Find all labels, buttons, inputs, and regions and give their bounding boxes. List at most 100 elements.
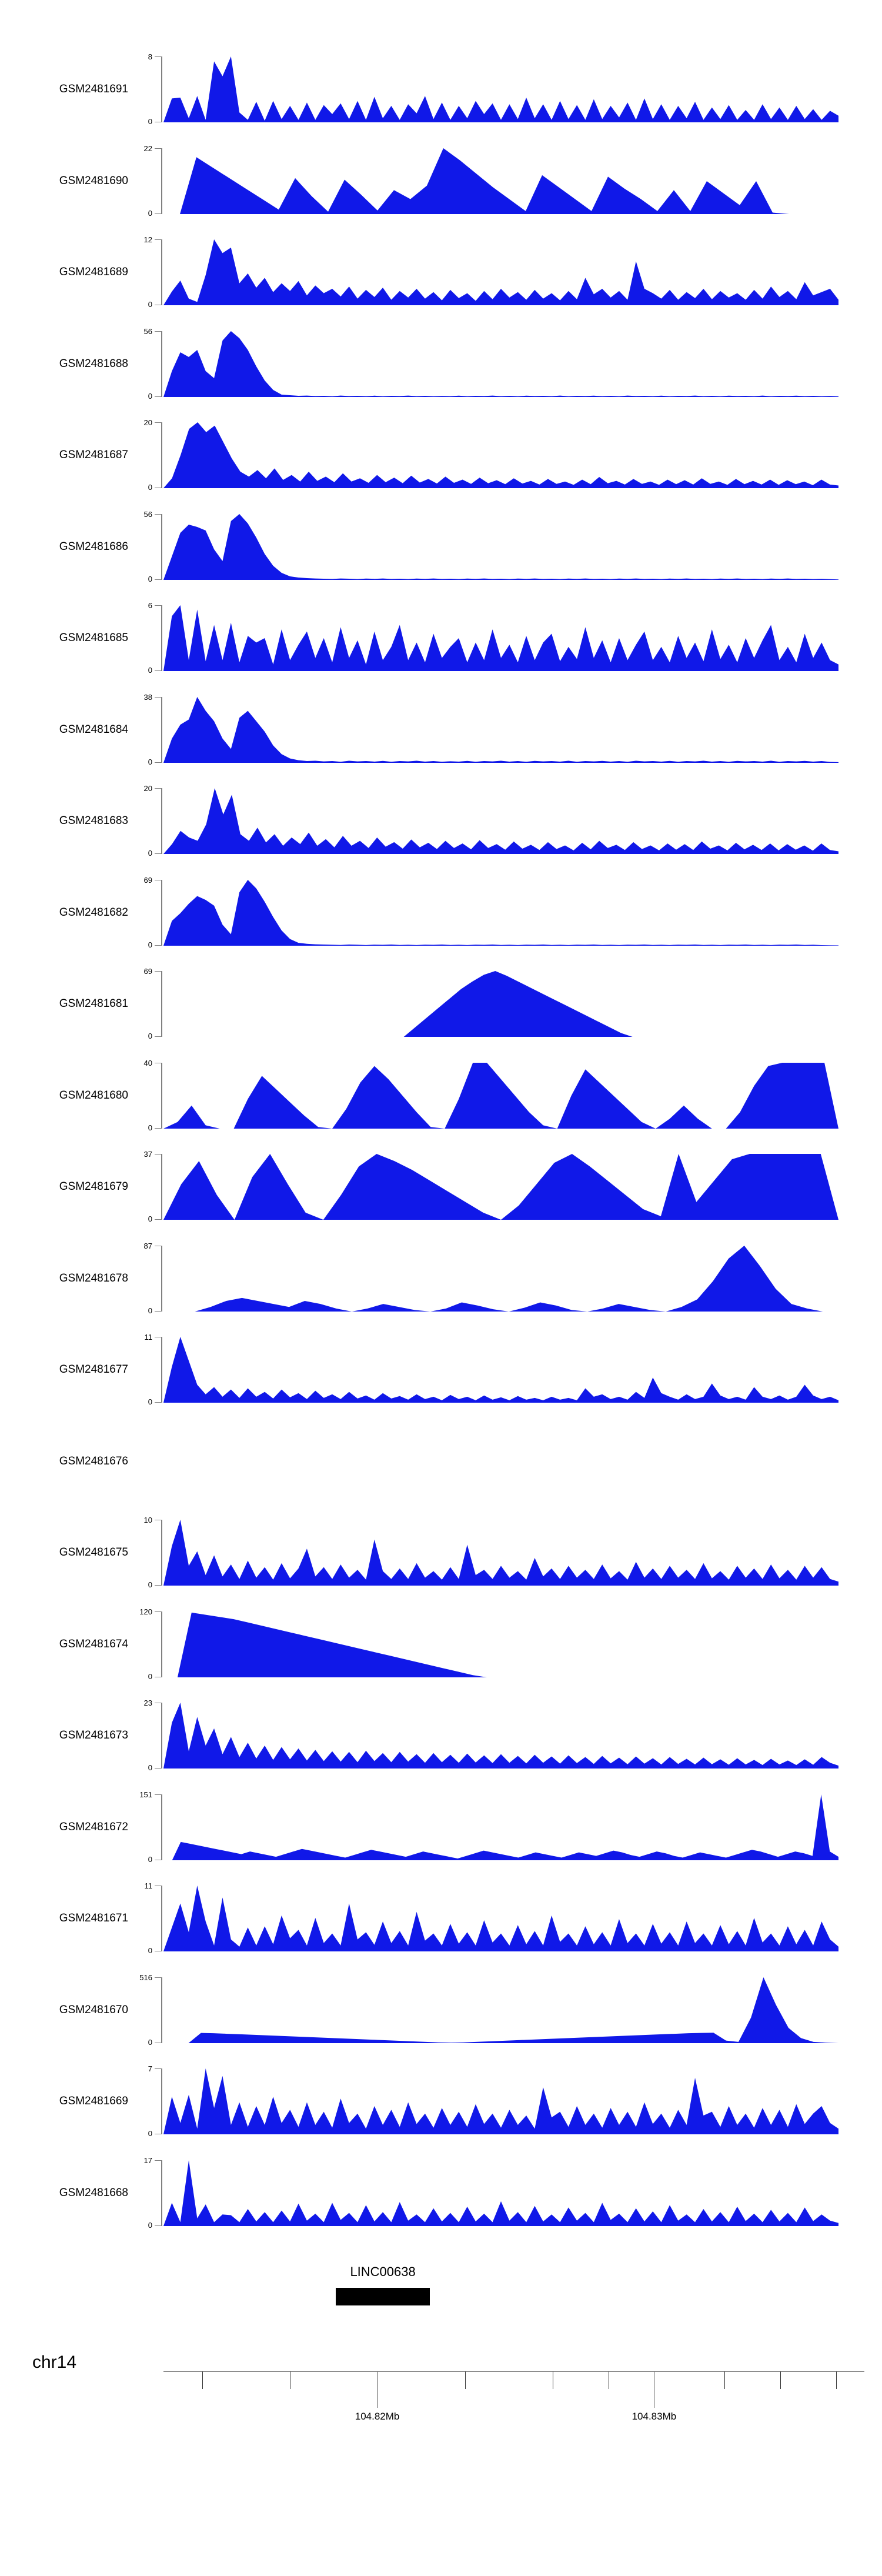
track-y-max-label: 20 <box>143 418 152 427</box>
track-y-min-tick <box>155 1219 161 1220</box>
coverage-track: GSM2481672 151 0 <box>0 1791 882 1864</box>
track-y-max-label: 8 <box>148 52 152 61</box>
track-y-max-label: 10 <box>143 1516 152 1524</box>
track-y-axis-line <box>161 56 162 122</box>
track-y-min-tick <box>155 1768 161 1769</box>
track-sample-label: GSM2481683 <box>59 815 128 827</box>
track-y-axis-line <box>161 148 162 214</box>
coverage-area-plot <box>163 1154 838 1220</box>
track-y-min-tick <box>155 2225 161 2226</box>
track-y-min-label: 0 <box>148 1032 152 1040</box>
track-y-axis-line <box>161 1245 162 1312</box>
track-y-min-tick <box>155 670 161 671</box>
chromosome-name-label: chr14 <box>32 2353 77 2372</box>
track-sample-label: GSM2481687 <box>59 449 128 461</box>
track-sample-label: GSM2481680 <box>59 1089 128 1102</box>
coverage-area-plot <box>163 1611 838 1677</box>
coverage-track: GSM2481675 10 0 <box>0 1516 882 1589</box>
track-y-min-tick <box>155 396 161 397</box>
track-sample-label: GSM2481691 <box>59 83 128 95</box>
coverage-track: GSM2481685 6 0 <box>0 601 882 675</box>
track-y-axis-line <box>161 1794 162 1860</box>
coverage-area-plot <box>163 1703 838 1769</box>
coverage-area-plot <box>163 879 838 946</box>
coverage-area-plot <box>163 1245 838 1312</box>
track-y-max-tick <box>155 422 161 423</box>
track-y-max-label: 56 <box>143 326 152 336</box>
track-y-max-tick <box>155 56 161 57</box>
track-sample-label: GSM2481682 <box>59 906 128 919</box>
genome-axis-minor-tick <box>465 2371 466 2389</box>
track-y-min-label: 0 <box>148 300 152 309</box>
track-y-min-label: 0 <box>148 666 152 675</box>
track-y-max-label: 6 <box>148 601 152 610</box>
track-sample-label: GSM2481685 <box>59 632 128 644</box>
track-y-min-tick <box>155 762 161 763</box>
track-sample-label: GSM2481668 <box>59 2186 128 2199</box>
coverage-track: GSM2481689 12 0 <box>0 236 882 309</box>
track-y-axis-line <box>161 1703 162 1769</box>
coverage-track: GSM2481678 87 0 <box>0 1242 882 1314</box>
track-y-axis-line <box>161 1886 162 1951</box>
track-y-min-label: 0 <box>148 208 152 218</box>
track-sample-label: GSM2481690 <box>59 174 128 187</box>
track-y-axis-line <box>161 1337 162 1403</box>
track-y-min-label: 0 <box>148 1854 152 1864</box>
track-sample-label: GSM2481677 <box>59 1363 128 1376</box>
track-y-min-label: 0 <box>148 1580 152 1589</box>
track-y-max-label: 69 <box>143 967 152 976</box>
track-y-min-label: 0 <box>148 1397 152 1406</box>
coverage-area-plot <box>163 1520 838 1586</box>
track-sample-label: GSM2481679 <box>59 1180 128 1193</box>
track-y-axis-line <box>161 879 162 946</box>
genome-axis-tick-label: 104.83Mb <box>632 2411 677 2422</box>
track-y-axis-line <box>161 788 162 854</box>
track-y-min-tick <box>155 213 161 214</box>
track-y-min-label: 0 <box>148 940 152 949</box>
track-y-max-tick <box>155 696 161 698</box>
track-y-max-tick <box>155 1977 161 1978</box>
track-y-max-label: 20 <box>143 784 152 793</box>
track-y-axis-line <box>161 513 162 580</box>
track-sample-label: GSM2481681 <box>59 997 128 1010</box>
track-y-max-label: 11 <box>144 1333 153 1342</box>
coverage-track: GSM2481673 23 0 <box>0 1699 882 1772</box>
track-y-min-label: 0 <box>148 2129 152 2138</box>
gene-body-box[interactable] <box>335 2288 430 2305</box>
coverage-area-plot <box>163 1977 838 2043</box>
track-y-min-label: 0 <box>148 1671 152 1681</box>
track-y-min-tick <box>155 853 161 854</box>
coverage-area-plot <box>163 1886 838 1951</box>
coverage-area-plot <box>163 1794 838 1860</box>
track-y-max-label: 38 <box>143 692 152 702</box>
track-y-min-label: 0 <box>148 849 152 857</box>
coverage-track: GSM2481680 40 0 <box>0 1059 882 1132</box>
track-y-min-tick <box>155 1585 161 1586</box>
track-y-min-label: 0 <box>148 1763 152 1772</box>
track-y-max-label: 120 <box>139 1607 152 1616</box>
track-y-min-label: 0 <box>148 2220 152 2230</box>
genome-axis-minor-tick <box>836 2371 837 2389</box>
track-y-max-label: 22 <box>143 144 152 153</box>
coverage-track: GSM2481670 516 0 <box>0 1974 882 2047</box>
coverage-track: GSM2481668 17 0 <box>0 2157 882 2230</box>
track-y-axis-line <box>161 2068 162 2134</box>
coverage-track: GSM2481671 11 0 <box>0 1882 882 1954</box>
coverage-area-plot <box>163 2160 838 2226</box>
track-y-min-tick <box>155 945 161 946</box>
track-y-max-label: 69 <box>143 875 152 885</box>
track-y-max-label: 7 <box>148 2064 152 2073</box>
track-y-min-tick <box>155 1127 161 1129</box>
track-y-min-label: 0 <box>148 1214 152 1223</box>
coverage-area-plot <box>163 971 838 1037</box>
track-y-axis-line <box>161 1062 162 1129</box>
track-y-min-label: 0 <box>148 483 152 492</box>
track-y-max-label: 56 <box>143 509 152 519</box>
track-y-min-label: 0 <box>148 2037 152 2047</box>
gene-annotation-track: LINC00638 <box>0 2265 882 2318</box>
track-y-axis-line <box>161 422 162 488</box>
track-y-axis-line <box>161 1154 162 1220</box>
genome-axis-minor-tick <box>780 2371 781 2389</box>
track-y-axis-line <box>161 1520 162 1586</box>
